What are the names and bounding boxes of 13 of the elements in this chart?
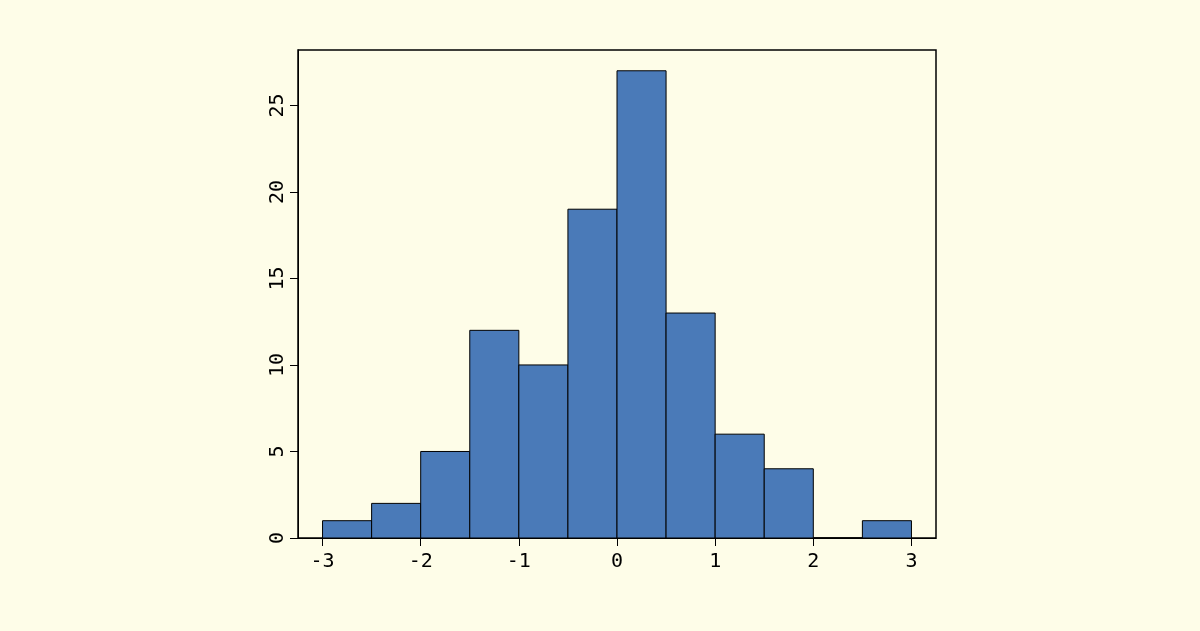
y-tick-label: 25 [264, 93, 288, 118]
y-tick-label: 20 [264, 179, 288, 204]
x-tick-label: -1 [506, 548, 531, 572]
x-tick-label: 0 [610, 548, 624, 572]
x-tick-label: -2 [408, 548, 433, 572]
x-tick-label: 2 [807, 548, 820, 572]
y-tick-label: 10 [264, 352, 288, 377]
x-tick-label: 1 [709, 548, 722, 572]
x-tick-label: -3 [310, 548, 335, 572]
y-tick-label: 5 [264, 445, 288, 458]
y-tick-label: 15 [264, 266, 288, 291]
y-tick-label: 0 [264, 531, 288, 545]
x-tick-label: 3 [905, 548, 918, 572]
